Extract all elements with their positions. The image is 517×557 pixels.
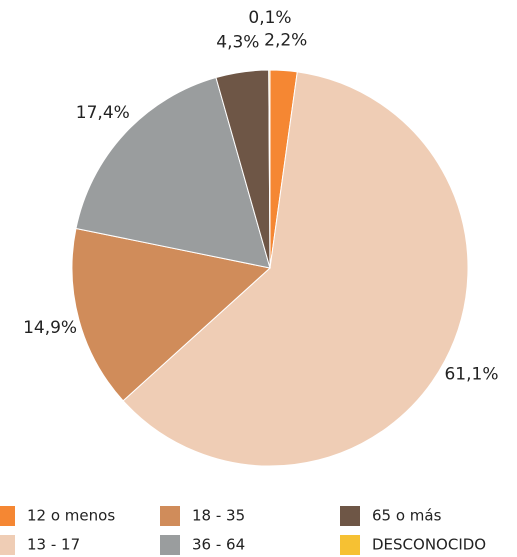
legend-swatch — [0, 506, 15, 526]
legend-swatch — [0, 535, 15, 555]
pie-slice — [75, 76, 271, 269]
data-label: 14,9% — [23, 318, 77, 338]
pie-slice — [71, 227, 272, 402]
pie-slice — [268, 69, 271, 269]
legend-label: 13 - 17 — [27, 536, 80, 554]
legend-swatch — [160, 535, 180, 555]
data-label: 4,3% — [216, 32, 259, 52]
data-label: 2,2% — [264, 31, 307, 51]
data-label: 61,1% — [444, 365, 498, 385]
pie-slice — [122, 71, 469, 467]
legend-label: 65 o más — [372, 507, 442, 525]
legend-label: 18 - 35 — [192, 507, 245, 525]
legend-swatch — [340, 506, 360, 526]
legend-label: DESCONOCIDO — [372, 536, 486, 554]
legend-label: 12 o menos — [27, 507, 115, 525]
legend-swatch — [340, 535, 360, 555]
legend-label: 36 - 64 — [192, 536, 245, 554]
data-label: 0,1% — [248, 8, 291, 28]
legend-swatch — [160, 506, 180, 526]
data-label: 17,4% — [76, 103, 130, 123]
